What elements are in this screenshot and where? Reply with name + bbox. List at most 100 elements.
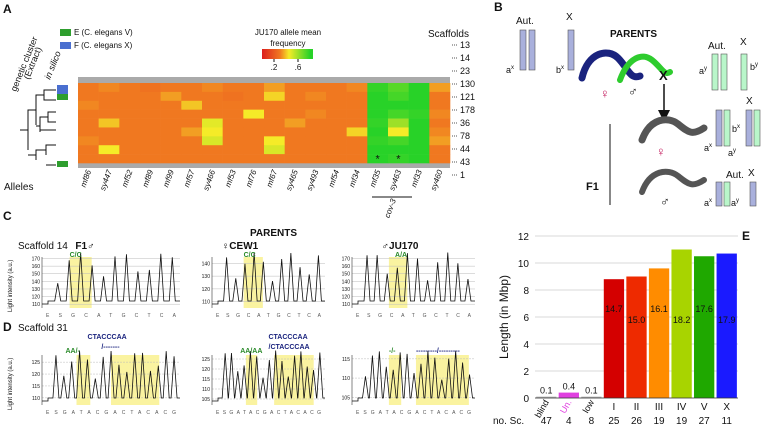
allele-label: mf67 xyxy=(265,168,280,188)
heatmap-cell xyxy=(78,83,99,93)
allele-base: b xyxy=(750,62,755,72)
allele-label: mf34 xyxy=(347,168,362,188)
count-label: 19 xyxy=(653,416,665,427)
scaffold-label: 43 xyxy=(460,157,470,167)
value-label: 0.1 xyxy=(540,386,553,396)
count-title: no. Sc. xyxy=(493,416,524,427)
heatmap-cell xyxy=(98,100,120,110)
allele: ay xyxy=(731,198,739,208)
legend-label: F (C. elegans X) xyxy=(74,41,133,50)
heatmap-cell xyxy=(98,127,120,137)
allele: ay xyxy=(728,148,736,158)
plot-title: ♂JU170 xyxy=(382,241,419,252)
allele-base: a xyxy=(699,66,704,76)
star: * xyxy=(376,154,381,166)
heatmap-cell xyxy=(305,118,327,128)
x-label: X xyxy=(748,168,755,179)
heatmap-cell xyxy=(119,145,141,155)
heatmap-cell xyxy=(243,83,265,93)
chromosome xyxy=(740,53,748,91)
heatmap-cell xyxy=(202,109,223,119)
worm xyxy=(638,116,708,144)
heatmap-cell xyxy=(202,136,223,146)
allele-label: sy463 xyxy=(387,168,403,192)
heatmap-cell xyxy=(140,100,161,110)
heatmap-cell xyxy=(98,109,120,119)
heatmap-cell xyxy=(160,118,182,128)
star: * xyxy=(396,154,401,166)
allele-sup: x xyxy=(737,124,740,130)
count-label: 19 xyxy=(676,416,688,427)
count-label: 47 xyxy=(541,416,553,427)
highlight xyxy=(243,257,263,308)
sequence: ESGCATGCTCA xyxy=(46,313,177,319)
aut-label: Aut. xyxy=(726,170,744,181)
y-tick-label: 120 xyxy=(32,295,41,301)
heatmap-cell xyxy=(119,154,141,164)
heatmap-cell xyxy=(160,109,182,119)
heatmap-cell xyxy=(429,127,451,137)
y-tick-label: 150 xyxy=(342,272,351,278)
heatmap-cell xyxy=(243,100,265,110)
chromosome xyxy=(567,29,575,71)
count-label: 4 xyxy=(566,416,572,427)
highlight xyxy=(245,355,258,405)
heatmap-cell xyxy=(346,109,368,119)
trace xyxy=(212,350,325,402)
allele-sup: y xyxy=(733,148,736,154)
heatmap-cell xyxy=(119,91,141,102)
highlight xyxy=(388,355,402,405)
heatmap-cell xyxy=(181,91,203,102)
y-tick-label: 125 xyxy=(202,357,211,363)
allele: ax xyxy=(506,65,514,75)
y-tick-label: 110 xyxy=(32,396,40,402)
heatmap-cell xyxy=(346,136,368,146)
scaffold-label: 23 xyxy=(460,66,470,76)
bar xyxy=(558,392,579,398)
allele-sup: y xyxy=(736,198,739,204)
y-tick-label: 110 xyxy=(202,300,210,306)
sequence: ESGATACGACTACACG xyxy=(356,410,471,416)
allele-label: mf86 xyxy=(79,168,94,188)
allele-base: a xyxy=(731,198,736,208)
x-label: X xyxy=(740,37,747,48)
heatmap-cell xyxy=(326,100,347,110)
heatmap-cell xyxy=(429,118,451,128)
heatmap-cell xyxy=(181,145,203,155)
chromosome xyxy=(715,109,723,147)
allele-label: mf76 xyxy=(244,168,259,188)
heatmap-cell xyxy=(284,100,306,110)
bar xyxy=(716,253,737,398)
heatmap-cell xyxy=(284,145,306,155)
chromosome xyxy=(753,109,761,147)
scaffold-label: 178 xyxy=(460,105,475,115)
heatmap-cell xyxy=(305,100,327,110)
allele-label: sy493 xyxy=(305,168,321,192)
scaffolds-title: Scaffolds xyxy=(428,29,469,40)
heatmap-cell xyxy=(284,83,306,93)
y-tick-label: 160 xyxy=(342,264,351,270)
panel-label: E xyxy=(742,229,750,243)
heatmap-cell xyxy=(181,109,203,119)
heatmap-cell xyxy=(243,127,265,137)
chromosome xyxy=(720,53,728,91)
heatmap-cell xyxy=(160,154,182,164)
bar xyxy=(671,249,692,398)
y-tick-label: 140 xyxy=(32,279,41,285)
heatmap-cell xyxy=(202,145,223,155)
heatmap-cell xyxy=(264,83,285,93)
share-label: 15.0 xyxy=(628,315,646,325)
heatmap-cell xyxy=(367,154,389,164)
annotation: /CTACCCAA xyxy=(269,344,310,351)
heatmap-cell xyxy=(160,100,182,110)
allele: ax xyxy=(704,143,712,153)
heatmap-cell xyxy=(160,136,182,146)
allele-sup: x xyxy=(511,65,514,71)
heatmap-cell xyxy=(305,91,327,102)
allele-base: b xyxy=(556,65,561,75)
heatmap-cell xyxy=(243,145,265,155)
heatmap-cell xyxy=(243,91,265,102)
heatmap-cell xyxy=(140,127,161,137)
heatmap-cell xyxy=(243,118,265,128)
heatmap-cell xyxy=(367,83,389,93)
